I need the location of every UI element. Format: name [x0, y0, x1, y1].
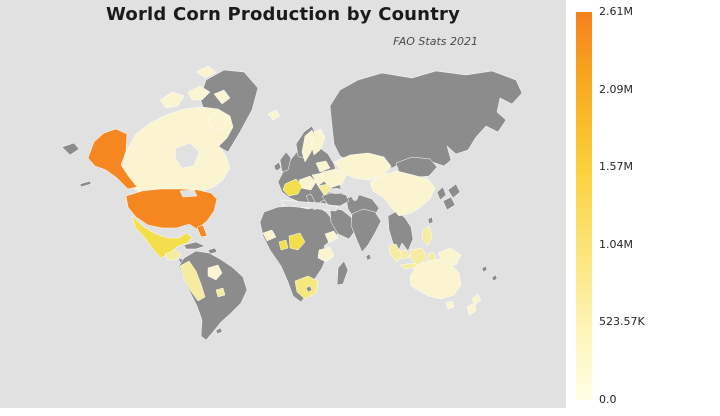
country-indonesia-sumatra — [388, 243, 403, 263]
country-ecuador-peru — [179, 260, 206, 302]
region-japan-south — [442, 196, 456, 211]
country-philippines — [421, 225, 433, 247]
region-aleutians — [79, 180, 92, 188]
country-kazakhstan — [333, 152, 392, 181]
country-usa-alaska — [87, 128, 138, 190]
country-tanzania — [317, 246, 335, 263]
black-sea — [329, 188, 343, 194]
country-canada-island-4 — [195, 65, 217, 79]
region-japan-north — [447, 183, 461, 199]
region-pacific-island-2 — [491, 274, 498, 282]
country-ghana — [278, 239, 289, 251]
colorbar-tick-max: 2.61M — [599, 5, 633, 18]
colorbar-tick-4: 1.04M — [599, 238, 633, 251]
country-france — [282, 178, 303, 197]
mediterranean-sea — [280, 199, 339, 212]
region-falkland — [215, 327, 223, 335]
country-indonesia-borneo — [409, 247, 428, 267]
region-sri-lanka — [365, 253, 372, 261]
country-guinea — [262, 229, 277, 242]
region-ireland — [273, 161, 282, 172]
colorbar-tick-5: 523.57K — [599, 315, 645, 328]
chart-title: World Corn Production by Country — [105, 4, 461, 25]
country-canada-island-1 — [159, 91, 185, 109]
region-korea — [436, 186, 447, 201]
country-baltics — [315, 160, 331, 173]
country-canada-island-3 — [213, 89, 231, 105]
region-russia — [329, 70, 523, 169]
region-taiwan — [427, 216, 434, 225]
data-countries — [87, 65, 482, 316]
region-lesotho — [305, 285, 313, 293]
region-pacific-island-1 — [481, 265, 488, 273]
caspian-sea — [351, 185, 359, 201]
country-mexico — [131, 215, 193, 259]
region-chukotka — [61, 142, 80, 156]
region-indochina — [387, 210, 414, 253]
country-finland — [310, 128, 326, 156]
hudson-bay — [174, 142, 200, 169]
region-uk — [279, 151, 292, 173]
chart-subtitle: FAO Stats 2021 — [393, 35, 478, 48]
colorbar — [576, 12, 592, 400]
region-madagascar — [336, 260, 349, 286]
country-nigeria — [288, 232, 306, 251]
country-bolivia — [207, 264, 223, 281]
colorbar-tick-3: 1.57M — [599, 160, 633, 173]
region-india — [350, 208, 382, 253]
country-canada-baffin — [207, 109, 229, 131]
country-canada-island-2 — [187, 85, 211, 101]
country-australia — [409, 258, 462, 300]
region-arabia — [329, 207, 358, 240]
region-cuba — [183, 241, 206, 250]
world-choropleth-map — [61, 65, 523, 341]
water-bodies — [174, 142, 359, 212]
country-ethiopia — [324, 230, 339, 244]
country-guatemala — [164, 249, 182, 261]
country-china — [369, 170, 436, 217]
great-lakes — [179, 189, 198, 198]
colorbar-tick-min: 0.0 — [599, 393, 617, 406]
country-australia-tasmania — [445, 300, 455, 310]
region-hispaniola — [207, 247, 218, 255]
colorbar-tick-2: 2.09M — [599, 83, 633, 96]
country-usa — [125, 188, 218, 230]
country-ukraine — [321, 168, 348, 189]
map-area: World Corn Production by Country FAO Sta… — [0, 0, 566, 408]
country-iceland — [267, 109, 281, 121]
country-usa-florida — [196, 224, 208, 238]
country-new-zealand-south — [466, 302, 477, 316]
country-paraguay — [215, 287, 226, 298]
